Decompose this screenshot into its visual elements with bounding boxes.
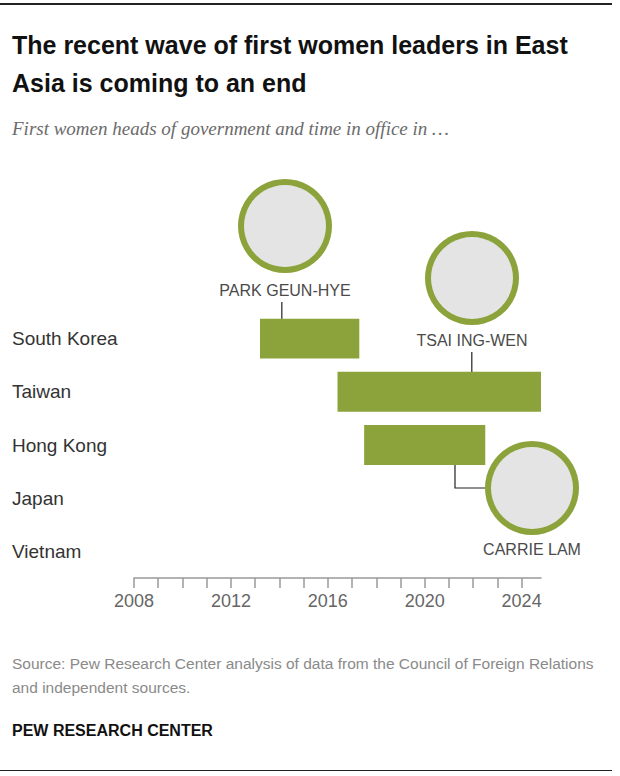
svg-text:2020: 2020 [405,591,445,611]
svg-text:TSAI ING-WEN: TSAI ING-WEN [416,332,527,349]
svg-text:Taiwan: Taiwan [12,381,71,402]
svg-text:2012: 2012 [211,591,251,611]
svg-text:PARK GEUN-HYE: PARK GEUN-HYE [219,282,350,299]
svg-text:Hong Kong: Hong Kong [12,435,107,456]
svg-text:2016: 2016 [308,591,348,611]
svg-text:2008: 2008 [114,591,154,611]
html-text:The recent wave of first women: The recent wave of first women leaders i… [12,31,568,97]
svg-text:2024: 2024 [502,591,542,611]
svg-text:Vietnam: Vietnam [12,541,81,562]
html-text:Source: Pew Research Center an: Source: Pew Research Center analysis of … [12,655,594,696]
html-text:PEW RESEARCH CENTER: PEW RESEARCH CENTER [12,722,213,739]
svg-text:South Korea: South Korea [12,328,118,349]
html-text:First women heads of governmen: First women heads of government and time… [12,118,449,139]
svg-text:Japan: Japan [12,488,64,509]
svg-text:CARRIE LAM: CARRIE LAM [483,541,581,558]
